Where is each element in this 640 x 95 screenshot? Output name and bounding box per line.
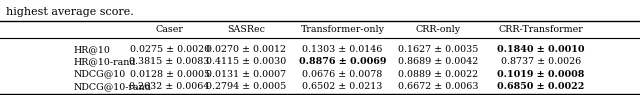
Text: 0.8876 ± 0.0069: 0.8876 ± 0.0069 [299, 57, 386, 66]
Text: 0.0275 ± 0.0020: 0.0275 ± 0.0020 [129, 45, 210, 54]
Text: SASRec: SASRec [227, 25, 266, 34]
Text: NDCG@10-rand: NDCG@10-rand [74, 82, 152, 91]
Text: 0.6850 ± 0.0022: 0.6850 ± 0.0022 [497, 82, 584, 91]
Text: CRR-only: CRR-only [416, 25, 461, 34]
Text: 0.0131 ± 0.0007: 0.0131 ± 0.0007 [206, 70, 287, 79]
Text: HR@10: HR@10 [74, 45, 111, 54]
Text: NDCG@10: NDCG@10 [74, 70, 126, 79]
Text: 0.0128 ± 0.0005: 0.0128 ± 0.0005 [129, 70, 210, 79]
Text: 0.2794 ± 0.0005: 0.2794 ± 0.0005 [206, 82, 287, 91]
Text: 0.6502 ± 0.0213: 0.6502 ± 0.0213 [302, 82, 383, 91]
Text: CRR-Transformer: CRR-Transformer [499, 25, 583, 34]
Text: 0.6672 ± 0.0063: 0.6672 ± 0.0063 [398, 82, 479, 91]
Text: 0.0676 ± 0.0078: 0.0676 ± 0.0078 [302, 70, 383, 79]
Text: 0.3815 ± 0.0083: 0.3815 ± 0.0083 [129, 57, 210, 66]
Text: Transformer-only: Transformer-only [300, 25, 385, 34]
Text: Caser: Caser [156, 25, 184, 34]
Text: highest average score.: highest average score. [6, 7, 134, 17]
Text: 0.1303 ± 0.0146: 0.1303 ± 0.0146 [302, 45, 383, 54]
Text: HR@10-rand: HR@10-rand [74, 57, 136, 66]
Text: 0.4115 ± 0.0030: 0.4115 ± 0.0030 [206, 57, 287, 66]
Text: 0.1840 ± 0.0010: 0.1840 ± 0.0010 [497, 45, 584, 54]
Text: 0.1019 ± 0.0008: 0.1019 ± 0.0008 [497, 70, 584, 79]
Text: 0.2632 ± 0.0064: 0.2632 ± 0.0064 [129, 82, 210, 91]
Text: 0.8689 ± 0.0042: 0.8689 ± 0.0042 [398, 57, 479, 66]
Text: 0.1627 ± 0.0035: 0.1627 ± 0.0035 [398, 45, 479, 54]
Text: 0.0889 ± 0.0022: 0.0889 ± 0.0022 [398, 70, 479, 79]
Text: 0.8737 ± 0.0026: 0.8737 ± 0.0026 [500, 57, 581, 66]
Text: 0.0270 ± 0.0012: 0.0270 ± 0.0012 [206, 45, 287, 54]
